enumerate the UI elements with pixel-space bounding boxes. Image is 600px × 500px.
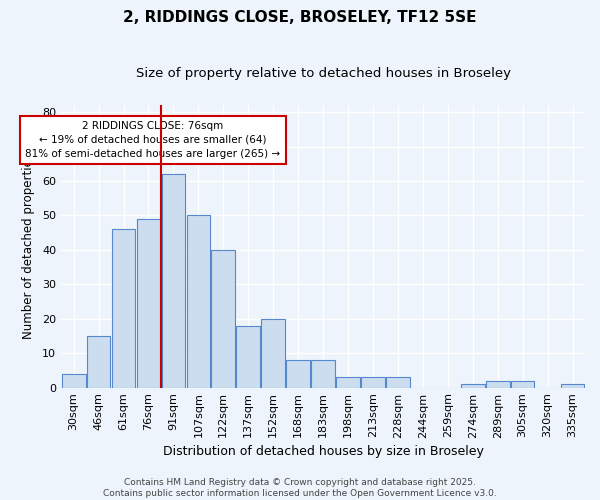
Bar — [311, 360, 335, 388]
Bar — [262, 318, 285, 388]
Bar — [62, 374, 86, 388]
Bar — [87, 336, 110, 388]
Bar — [187, 216, 210, 388]
Bar — [236, 326, 260, 388]
Bar — [386, 377, 410, 388]
Bar — [336, 377, 360, 388]
Bar — [161, 174, 185, 388]
Bar — [511, 380, 535, 388]
Bar — [361, 377, 385, 388]
Text: 2 RIDDINGS CLOSE: 76sqm
← 19% of detached houses are smaller (64)
81% of semi-de: 2 RIDDINGS CLOSE: 76sqm ← 19% of detache… — [25, 121, 280, 159]
Bar — [461, 384, 485, 388]
Text: 2, RIDDINGS CLOSE, BROSELEY, TF12 5SE: 2, RIDDINGS CLOSE, BROSELEY, TF12 5SE — [123, 10, 477, 25]
Bar — [137, 219, 160, 388]
X-axis label: Distribution of detached houses by size in Broseley: Distribution of detached houses by size … — [163, 444, 484, 458]
Bar — [286, 360, 310, 388]
Bar — [211, 250, 235, 388]
Bar — [486, 380, 509, 388]
Y-axis label: Number of detached properties: Number of detached properties — [22, 154, 35, 340]
Bar — [112, 229, 136, 388]
Title: Size of property relative to detached houses in Broseley: Size of property relative to detached ho… — [136, 68, 511, 80]
Bar — [560, 384, 584, 388]
Text: Contains HM Land Registry data © Crown copyright and database right 2025.
Contai: Contains HM Land Registry data © Crown c… — [103, 478, 497, 498]
